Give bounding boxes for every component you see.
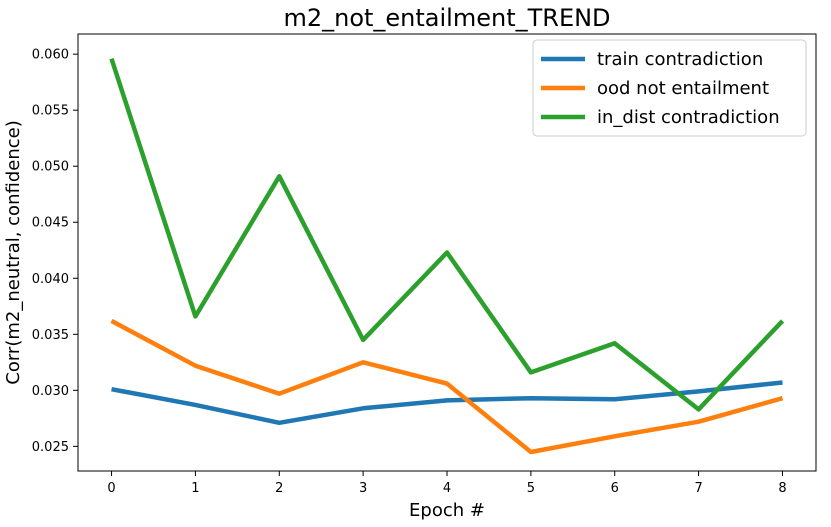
x-tick-label: 0 — [107, 481, 115, 496]
series-layer — [109, 58, 785, 455]
legend: train contradiction ood not entailment in_… — [532, 39, 807, 137]
y-tick-label: 0.045 — [32, 216, 69, 231]
y-tick-label: 0.040 — [32, 272, 69, 287]
y-axis: 0.025 0.030 0.035 0.040 0.045 0.050 0.055 0.060 — [32, 48, 78, 455]
x-axis-label: Epoch # — [409, 500, 485, 521]
x-axis: 0 1 2 3 4 5 6 7 8 — [107, 471, 787, 496]
x-tick-label: 6 — [611, 481, 619, 496]
x-tick-label: 7 — [694, 481, 702, 496]
series-line-1 — [111, 380, 783, 426]
y-axis-label: Corr(m2_neutral, confidence) — [3, 120, 24, 384]
x-tick-label: 4 — [443, 481, 451, 496]
y-tick-label: 0.025 — [32, 440, 69, 455]
legend-frame — [532, 39, 807, 137]
legend-label: ood not entailment — [597, 78, 769, 99]
chart-title: m2_not_entailment_TREND — [283, 4, 610, 32]
x-tick-label: 8 — [778, 481, 786, 496]
legend-label: train contradiction — [597, 49, 763, 70]
x-tick-label: 5 — [527, 481, 535, 496]
series-line-3 — [109, 58, 785, 412]
y-tick-label: 0.030 — [32, 384, 69, 399]
y-tick-label: 0.055 — [32, 104, 69, 119]
x-tick-label: 3 — [359, 481, 367, 496]
y-tick-label: 0.035 — [32, 328, 69, 343]
series-line-2 — [110, 318, 784, 455]
y-tick-label: 0.050 — [32, 160, 69, 175]
x-tick-label: 1 — [191, 481, 199, 496]
legend-label: in_dist contradiction — [597, 107, 780, 128]
x-tick-label: 2 — [275, 481, 283, 496]
y-tick-label: 0.060 — [32, 48, 69, 63]
